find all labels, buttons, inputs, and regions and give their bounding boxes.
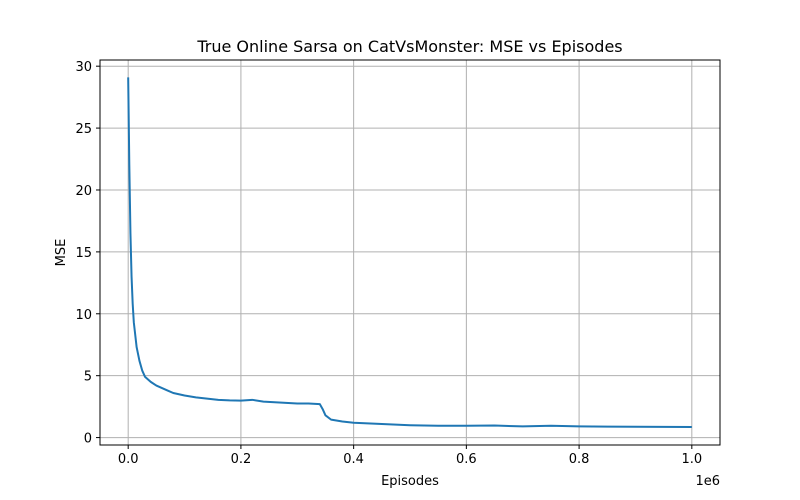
x-axis-label: Episodes (381, 474, 439, 489)
x-axis-offset-label: 1e6 (695, 474, 720, 489)
y-axis-label: MSE (54, 239, 69, 267)
y-tick-label: 5 (84, 370, 92, 385)
x-tick-label: 0.8 (569, 452, 590, 467)
x-tick-label: 0.4 (343, 452, 364, 467)
y-tick-label: 15 (75, 246, 92, 261)
chart-title: True Online Sarsa on CatVsMonster: MSE v… (196, 37, 622, 56)
x-tick-label: 0.0 (118, 452, 139, 467)
y-tick-label: 25 (75, 122, 92, 137)
y-tick-label: 0 (84, 432, 92, 447)
x-axis-ticks: 0.0 0.2 0.4 0.6 0.8 1.0 (118, 445, 702, 467)
series-layer (127, 77, 692, 429)
series-line (127, 77, 692, 429)
y-axis-ticks: 0 5 10 15 20 25 30 (75, 60, 100, 447)
y-tick-label: 10 (75, 308, 92, 323)
y-tick-label: 30 (75, 60, 92, 75)
y-tick-label: 20 (75, 184, 92, 199)
plot-area-frame (99, 59, 721, 446)
x-tick-label: 0.2 (231, 452, 252, 467)
grid (100, 60, 720, 445)
x-tick-label: 1.0 (681, 452, 702, 467)
x-tick-label: 0.6 (456, 452, 477, 467)
